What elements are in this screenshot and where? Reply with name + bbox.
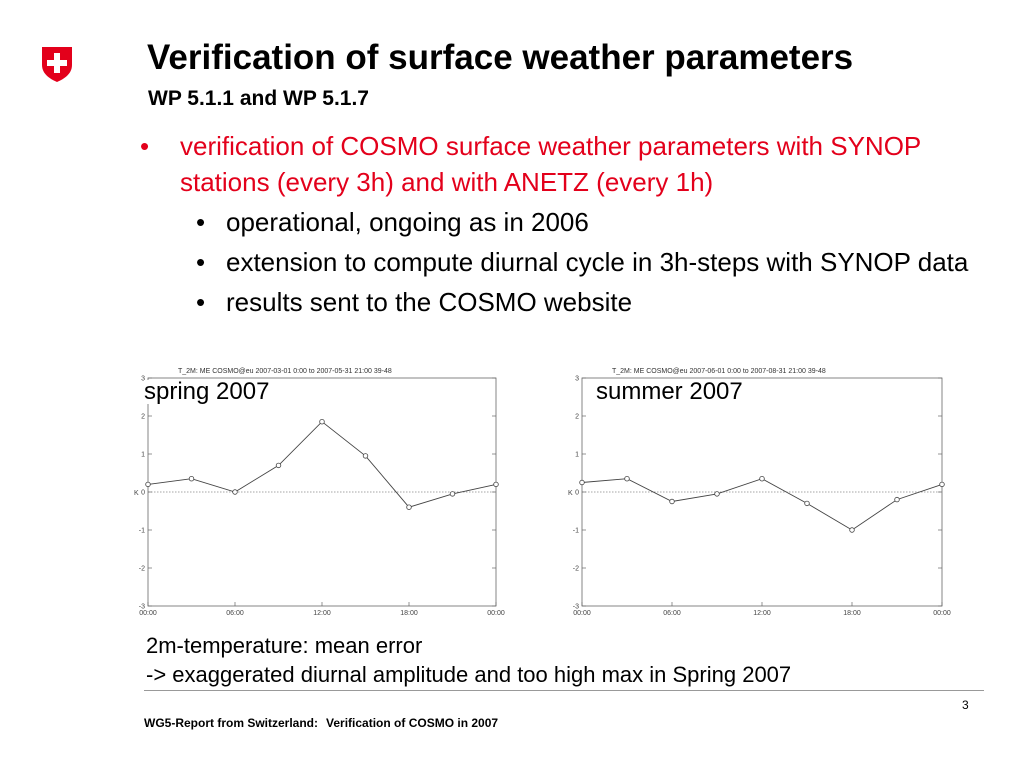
chart-title: T_2M: ME COSMO@eu 2007-03-01 0:00 to 200…: [178, 368, 392, 375]
data-point: [275, 462, 282, 469]
bullet-dot: •: [196, 207, 206, 237]
data-point: [406, 504, 412, 510]
data-point: [232, 489, 238, 495]
x-tick-label: 12:00: [313, 610, 331, 617]
bullet-list: • verification of COSMO surface weather …: [140, 128, 1000, 320]
y-axis-label: K: [134, 490, 139, 497]
data-point: [188, 475, 195, 482]
bullet-sub: • extension to compute diurnal cycle in …: [140, 244, 1000, 280]
y-tick-label: 2: [575, 414, 579, 421]
bullet-dot: •: [196, 247, 206, 277]
bullet-dot: •: [196, 287, 206, 317]
data-point: [319, 419, 325, 425]
y-tick-label: 1: [141, 452, 145, 459]
data-point: [362, 453, 369, 459]
y-tick-label: -2: [573, 566, 579, 573]
x-tick-label: 00:00: [139, 610, 157, 617]
bullet-sub-text: results sent to the COSMO website: [226, 287, 633, 317]
chart-title: T_2M: ME COSMO@eu 2007-06-01 0:00 to 200…: [612, 368, 826, 375]
data-point: [759, 475, 765, 482]
y-axis-label: K: [568, 490, 573, 497]
footer-divider: [144, 690, 984, 691]
data-point: [849, 527, 855, 533]
caption-line-2: -> exaggerated diurnal amplitude and too…: [146, 662, 792, 687]
data-point: [939, 481, 945, 488]
x-tick-label: 00:00: [573, 610, 591, 617]
data-point: [804, 500, 810, 507]
series-line: [147, 421, 497, 508]
footer: WG5-Report from Switzerland: Verification…: [144, 716, 498, 730]
chart-label: spring 2007: [144, 378, 270, 405]
caption-line-1: 2m-temperature: mean error: [146, 633, 423, 658]
data-point: [493, 481, 499, 488]
chart-svg: T_2M: ME COSMO@eu 2007-06-01 0:00 to 200…: [568, 368, 951, 617]
x-tick-label: 00:00: [487, 610, 505, 617]
bullet-sub-text: operational, ongoing as in 2006: [226, 207, 589, 237]
y-tick-label: -1: [139, 528, 145, 535]
x-tick-label: 12:00: [753, 610, 771, 617]
data-point: [624, 475, 630, 482]
series-line: [581, 478, 943, 531]
y-tick-label: -1: [573, 528, 579, 535]
bullet-sub: • results sent to the COSMO website: [140, 284, 1000, 320]
data-point: [579, 479, 585, 486]
x-tick-label: 00:00: [933, 610, 951, 617]
bullet-main-text: verification of COSMO surface weather pa…: [180, 131, 921, 197]
data-point: [714, 491, 720, 497]
bullet-dot: •: [140, 131, 150, 161]
y-tick-label: 0: [141, 490, 145, 497]
bullet-sub: • operational, ongoing as in 2006: [140, 204, 1000, 240]
chart-svg: T_2M: ME COSMO@eu 2007-03-01 0:00 to 200…: [134, 368, 505, 617]
data-point: [145, 481, 151, 488]
data-point: [669, 498, 675, 505]
x-tick-label: 06:00: [226, 610, 244, 617]
y-tick-label: 2: [141, 414, 145, 421]
slide-subtitle: WP 5.1.1 and WP 5.1.7: [148, 87, 369, 110]
y-tick-label: 0: [575, 490, 579, 497]
chart-summer-2007: T_2M: ME COSMO@eu 2007-06-01 0:00 to 200…: [564, 362, 951, 620]
page-number: 3: [962, 698, 969, 712]
bullet-sub-text: extension to compute diurnal cycle in 3h…: [226, 247, 969, 277]
x-tick-label: 18:00: [843, 610, 861, 617]
y-tick-label: 3: [575, 376, 579, 383]
chart-label: summer 2007: [596, 378, 743, 405]
bullet-main: • verification of COSMO surface weather …: [140, 128, 1000, 200]
footer-right: Verification of COSMO in 2007: [326, 716, 499, 730]
x-tick-label: 18:00: [400, 610, 418, 617]
y-tick-label: 3: [141, 376, 145, 383]
footer-left: WG5-Report from Switzerland:: [144, 716, 319, 730]
y-tick-label: -3: [573, 604, 579, 611]
data-point: [449, 491, 456, 497]
y-tick-label: 1: [575, 452, 579, 459]
x-tick-label: 06:00: [663, 610, 681, 617]
y-tick-label: -2: [139, 566, 145, 573]
caption: 2m-temperature: mean error -> exaggerate…: [146, 631, 791, 689]
data-point: [894, 496, 900, 503]
chart-spring-2007: T_2M: ME COSMO@eu 2007-03-01 0:00 to 200…: [130, 362, 505, 620]
swiss-cross-logo-icon: [42, 47, 72, 82]
slide-title: Verification of surface weather paramete…: [147, 38, 854, 77]
y-tick-label: -3: [139, 604, 145, 611]
